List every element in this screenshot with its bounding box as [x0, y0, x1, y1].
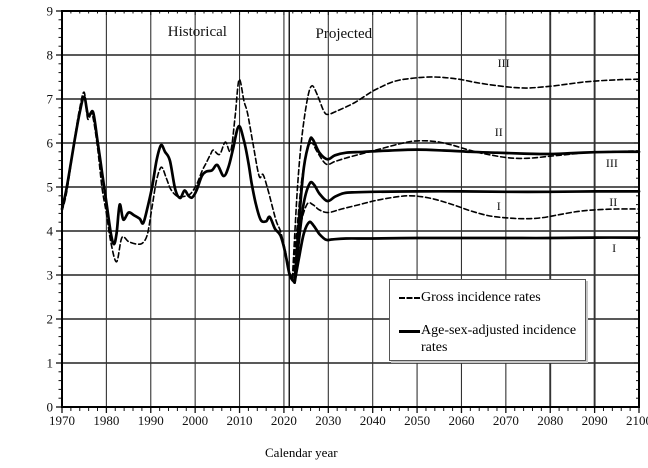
series-path-adjusted-projected-iii [293, 136, 641, 284]
legend-label-gross: Gross incidence rates [421, 290, 541, 305]
y-tick-label: 1 [47, 356, 54, 371]
series-path-adjusted-projected-i [293, 220, 641, 284]
x-axis-title: Calendar year [265, 445, 338, 460]
x-tick-label: 2020 [271, 413, 297, 428]
annotation-historical: Historical [168, 24, 227, 40]
x-tick-label: 2050 [404, 413, 430, 428]
legend-item-adjusted: Age-sex-adjusted incidence rates [399, 322, 585, 356]
legend: Gross incidence rates Age-sex-adjusted i… [389, 279, 586, 361]
x-tick-label: 2070 [493, 413, 519, 428]
x-tick-label: 1990 [138, 413, 164, 428]
legend-label-adjusted: Age-sex-adjusted incidence rates [421, 323, 577, 355]
x-tick-label: 2010 [227, 413, 253, 428]
y-tick-label: 6 [47, 136, 54, 151]
x-tick-label: 2000 [182, 413, 208, 428]
y-tick-label: 3 [47, 268, 54, 283]
annotation-gross-i: I [497, 199, 501, 213]
series-path-gross-projected-ii [291, 139, 640, 280]
x-tick-label: 2080 [537, 413, 563, 428]
y-tick-label: 5 [47, 180, 54, 195]
solid-line-sample [399, 330, 420, 333]
y-tick-label: 0 [47, 400, 54, 415]
x-tick-label: 2030 [315, 413, 341, 428]
annotation-projected: Projected [316, 26, 373, 42]
x-tick-label: 1970 [49, 413, 75, 428]
legend-item-gross: Gross incidence rates [399, 289, 585, 306]
y-tick-label: 7 [47, 92, 54, 107]
x-tick-label: 1980 [93, 413, 119, 428]
annotation-adjusted-iii: III [606, 156, 618, 170]
series-path-adjusted-projected-ii [293, 180, 641, 284]
y-tick-label: 4 [47, 224, 54, 239]
y-tick-label: 2 [47, 312, 54, 327]
annotation-adjusted-ii: II [609, 195, 617, 209]
y-tick-label: 9 [47, 4, 54, 19]
series-path-gross-historical [61, 78, 294, 280]
series-path-gross-projected-iii [291, 76, 640, 280]
annotation-adjusted-i: I [612, 241, 616, 255]
y-tick-label: 8 [47, 48, 54, 63]
x-tick-label: 2060 [448, 413, 474, 428]
annotation-gross-iii: III [498, 56, 510, 70]
series-path-adjusted-historical [60, 95, 296, 284]
dashed-line-sample [399, 297, 420, 299]
x-tick-label: 2090 [582, 413, 608, 428]
series-path-gross-projected-i [291, 194, 640, 280]
x-tick-label: 2040 [360, 413, 386, 428]
annotation-gross-ii: II [495, 125, 503, 139]
